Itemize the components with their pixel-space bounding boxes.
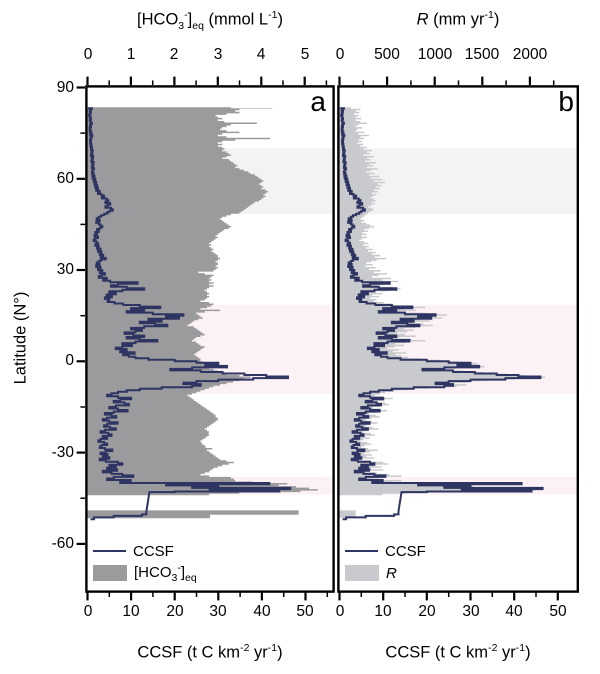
panel-b-label: b (558, 86, 574, 117)
top-tick-label-b: 2000 (512, 46, 548, 63)
legend-label-hco3: [HCO3-]eq (134, 562, 197, 584)
lat-tick-label: -60 (51, 535, 74, 552)
ccsf-line-swatch (93, 550, 126, 552)
bottom-tick-label-a: 10 (122, 603, 140, 620)
bottom-tick-label-b: 40 (505, 603, 523, 620)
runoff-area-swatch (345, 565, 379, 581)
top-tick-label-a: 2 (169, 46, 179, 63)
panel-a-frame (85, 85, 335, 593)
hco3-area-swatch (93, 565, 127, 581)
latitude-axis-title: Latitude (N°) (11, 291, 30, 385)
hco3-area (87, 107, 318, 519)
top-tick-label-b: 0 (335, 46, 345, 63)
bottom-tick-label-a: 40 (253, 603, 271, 620)
bottom-tick-label-a: 30 (209, 603, 227, 620)
top-tick-label-a: 5 (300, 46, 310, 63)
bottom-tick-label-a: 0 (83, 603, 93, 620)
legend-item-runoff: R (345, 562, 426, 584)
bottom-tick-label-b: 50 (549, 603, 567, 620)
legend-panel-b: CCSF R (345, 540, 426, 584)
ccsf-line-a (88, 107, 292, 521)
highlight-band (339, 148, 578, 214)
lat-tick-label: 60 (56, 170, 74, 187)
hco3-axis-title: [HCO3-]eq (mmol L-1) (137, 9, 283, 32)
lat-tick-label: 30 (56, 261, 74, 278)
legend-label-ccsf-b: CCSF (385, 542, 426, 560)
top-tick-label-a: 4 (256, 46, 266, 63)
legend-item-ccsf-b: CCSF (345, 540, 426, 562)
panel-b-frame (337, 85, 579, 593)
top-tick-label-a: 3 (213, 46, 223, 63)
ccsf-line-swatch-b (345, 550, 378, 552)
ccsf-axis-title-a: CCSF (t C km-2 yr-1) (137, 642, 283, 662)
panel-a-label: a (310, 86, 326, 117)
top-tick-label-a: 1 (126, 46, 136, 63)
bottom-tick-label-b: 10 (374, 603, 392, 620)
runoff-axis-title: R (mm yr-1) (416, 9, 500, 29)
top-tick-label-a: 0 (83, 46, 93, 63)
ccsf-line-b (340, 107, 544, 521)
top-tick-label-b: 1000 (417, 46, 453, 63)
top-tick-label-b: 1500 (464, 46, 500, 63)
lat-tick-label: -30 (51, 444, 74, 461)
legend-item-hco3: [HCO3-]eq (93, 562, 197, 584)
legend-item-ccsf: CCSF (93, 540, 197, 562)
bottom-tick-label-b: 0 (335, 603, 345, 620)
lat-tick-label: 0 (65, 352, 74, 369)
bottom-tick-label-a: 50 (296, 603, 314, 620)
legend-label-ccsf: CCSF (133, 542, 174, 560)
lat-tick-label: 90 (56, 79, 74, 96)
bottom-tick-label-a: 20 (166, 603, 184, 620)
bottom-tick-label-b: 20 (418, 603, 436, 620)
legend-panel-a: CCSF [HCO3-]eq (93, 540, 197, 584)
bottom-tick-label-b: 30 (462, 603, 480, 620)
legend-label-runoff: R (386, 564, 397, 582)
ccsf-axis-title-b: CCSF (t C km-2 yr-1) (385, 642, 531, 662)
top-tick-label-b: 500 (374, 46, 400, 63)
